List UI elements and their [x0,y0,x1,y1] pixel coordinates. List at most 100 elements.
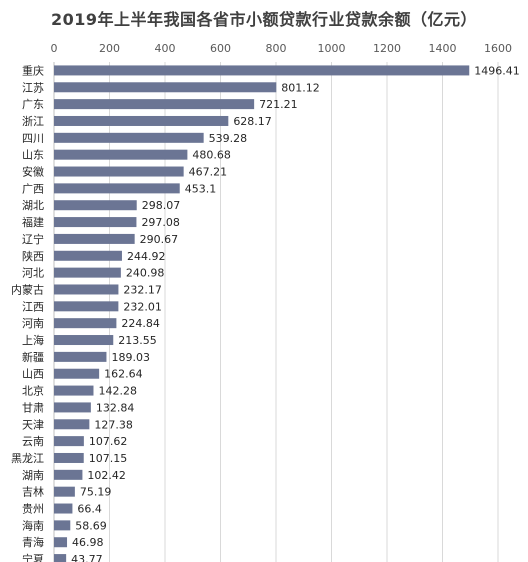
data-label: 453.1 [185,182,217,195]
category-label: 安徽 [22,165,44,179]
data-label: 240.98 [126,267,165,280]
category-label: 天津 [22,418,44,431]
category-label: 山东 [22,149,44,162]
bar [54,166,184,177]
data-label: 539.28 [209,132,248,145]
category-label: 江西 [22,300,44,313]
bar [54,503,73,514]
x-tick-label: 400 [155,42,176,55]
bar [54,436,84,447]
category-label: 新疆 [22,350,44,364]
data-label: 107.15 [89,452,128,465]
data-label: 232.01 [123,300,162,313]
data-label: 628.17 [233,115,272,128]
data-label: 467.21 [189,166,228,179]
data-label: 189.03 [111,351,150,364]
bar [54,452,84,463]
data-label: 213.55 [118,334,157,347]
bar [54,183,180,194]
data-label: 721.21 [259,98,298,111]
data-label: 480.68 [192,149,231,162]
data-label: 297.08 [141,216,180,229]
bar [54,537,68,548]
category-label: 湖北 [22,199,44,212]
category-label: 甘肃 [22,401,44,414]
data-label: 801.12 [281,81,320,94]
category-label: 浙江 [22,115,44,128]
category-label: 青海 [22,535,44,549]
category-label: 宁夏 [22,552,44,562]
data-label: 244.92 [127,250,166,263]
data-label: 142.28 [98,385,137,398]
category-label: 山西 [22,368,44,381]
data-label: 66.4 [77,503,102,516]
category-label: 北京 [22,384,44,398]
data-label: 298.07 [142,199,181,212]
bar [54,267,121,278]
data-label: 162.64 [104,368,143,381]
x-tick-label: 200 [99,42,120,55]
bar [54,99,255,110]
category-label: 河南 [22,317,44,330]
category-label: 福建 [22,215,44,229]
bar [54,318,117,329]
x-tick-label: 1200 [373,42,401,55]
bar [54,233,135,244]
category-label: 四川 [22,132,44,145]
category-label: 内蒙古 [11,282,44,296]
data-label: 102.42 [87,469,126,482]
bar [54,82,277,93]
category-label: 重庆 [22,63,44,77]
bar [54,554,67,562]
data-label: 127.38 [94,418,133,431]
bar [54,149,188,160]
bar [54,419,90,430]
bar [54,200,137,211]
bar [54,217,137,228]
bar [54,65,470,76]
bar [54,351,107,362]
category-label: 河北 [22,267,44,280]
data-label: 58.69 [75,519,107,532]
category-label: 广西 [22,182,44,195]
bar [54,284,119,295]
x-tick-label: 1400 [429,42,457,55]
data-label: 290.67 [140,233,179,246]
category-label: 陕西 [22,249,44,263]
category-label: 辽宁 [22,232,44,246]
bar [54,250,122,261]
data-label: 1496.41 [474,64,520,77]
bar [54,520,71,531]
bar [54,132,204,143]
category-label: 海南 [22,518,44,532]
category-label: 江苏 [22,81,44,94]
data-label: 75.19 [80,486,112,499]
data-label: 107.62 [89,435,128,448]
bar [54,469,83,480]
x-tick-label: 0 [51,42,58,55]
bar [54,385,94,396]
data-label: 43.77 [71,553,103,562]
category-label: 云南 [22,435,44,448]
bar [54,368,100,379]
bar [54,486,75,497]
bar [54,402,91,413]
bar [54,301,119,312]
x-tick-label: 800 [266,42,287,55]
x-tick-label: 600 [210,42,231,55]
chart-title: 2019年上半年我国各省市小额贷款行业贷款余额（亿元） [50,10,478,29]
bar [54,115,229,126]
data-label: 224.84 [121,317,160,330]
category-label: 上海 [22,333,44,347]
category-label: 贵州 [22,503,44,516]
category-label: 吉林 [22,485,44,499]
x-tick-label: 1600 [484,42,512,55]
category-label: 广东 [22,98,44,111]
data-label: 132.84 [96,401,135,414]
bar [54,335,114,346]
data-label: 46.98 [72,536,104,549]
category-label: 黑龙江 [11,452,44,465]
category-label: 湖南 [22,469,44,482]
